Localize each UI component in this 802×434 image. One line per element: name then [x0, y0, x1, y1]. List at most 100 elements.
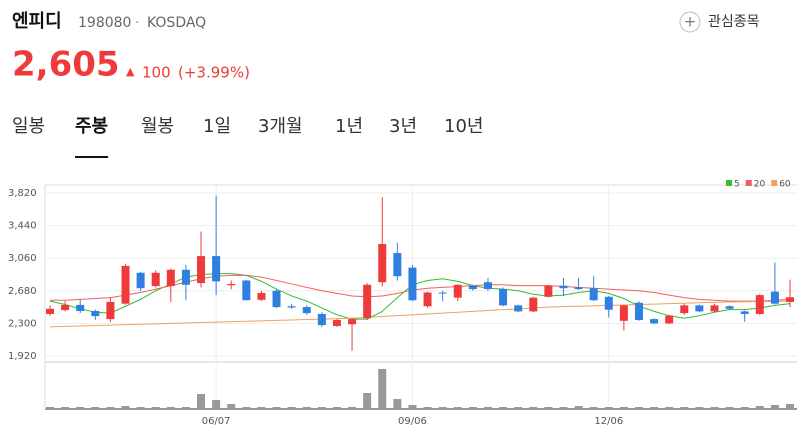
- x-tick-label: 06/07: [202, 416, 231, 427]
- volume-bar: [574, 406, 583, 409]
- volume-bar: [348, 407, 357, 409]
- candle-body: [61, 304, 70, 311]
- tabs: 일봉 주봉 월봉 1일 3개월 1년 3년 10년: [12, 116, 483, 158]
- ma-line: [50, 274, 791, 302]
- tab[interactable]: 주봉: [75, 116, 108, 137]
- volume-bar: [212, 400, 221, 409]
- volume-bar: [272, 407, 281, 409]
- candle-body: [695, 305, 704, 312]
- candle-body: [529, 297, 538, 312]
- candle-body: [514, 305, 523, 312]
- volume-bar: [468, 407, 477, 409]
- candle-body: [242, 280, 251, 301]
- plus: +: [684, 13, 697, 31]
- candle-body: [363, 284, 372, 319]
- candle-body: [91, 310, 100, 317]
- candle-body: [106, 301, 115, 320]
- volume-bar: [363, 393, 372, 409]
- tab[interactable]: 1일: [203, 116, 231, 137]
- tab[interactable]: 10년: [444, 116, 483, 137]
- y-tick-label: 2,680: [8, 286, 37, 297]
- candle-body: [393, 253, 402, 277]
- candle-body: [559, 285, 568, 289]
- volume-bar: [438, 407, 447, 409]
- separator: ·: [135, 15, 139, 31]
- candle-body: [348, 319, 357, 325]
- y-tick-label: 3,820: [8, 188, 37, 199]
- volume-bar: [76, 407, 85, 409]
- volume-bar: [665, 407, 674, 409]
- volume-bar: [650, 407, 659, 409]
- candle-body: [46, 308, 54, 314]
- volume-bar: [680, 407, 689, 409]
- volume-bar: [91, 407, 100, 409]
- y-tick-label: 2,300: [8, 318, 37, 329]
- change: 100: [142, 64, 171, 82]
- candle-body: [786, 297, 794, 302]
- volume-bar: [181, 407, 190, 409]
- candle-body: [423, 292, 432, 307]
- volume-bar: [544, 407, 553, 409]
- volume-bar: [755, 406, 764, 409]
- volume-bar: [619, 407, 628, 409]
- tab[interactable]: 3년: [389, 116, 417, 137]
- candle-body: [272, 290, 281, 308]
- legend-swatch: [726, 180, 732, 186]
- candle-body: [197, 256, 206, 284]
- candle-body: [740, 311, 749, 314]
- watch-label: 관심종목: [708, 14, 760, 30]
- volume-bar: [61, 407, 70, 409]
- candle-body: [181, 269, 190, 285]
- candle-body: [665, 315, 674, 324]
- tab[interactable]: 3개월: [258, 116, 303, 137]
- volume-bar: [423, 407, 432, 409]
- candle-body: [650, 319, 659, 324]
- candle-body: [121, 265, 130, 304]
- tab[interactable]: 1년: [335, 116, 363, 137]
- legend-swatch: [771, 180, 778, 186]
- up-arrow: ▲: [126, 65, 135, 78]
- y-tick-label: 3,440: [8, 221, 37, 232]
- watch-icon: [679, 11, 701, 33]
- tab-underline: [75, 156, 109, 158]
- tab[interactable]: 월봉: [141, 116, 174, 137]
- tab[interactable]: 일봉: [12, 116, 45, 137]
- volume-bar: [378, 369, 387, 409]
- candle-body: [166, 269, 175, 287]
- volume-bar: [151, 407, 160, 409]
- volume-bar: [393, 399, 402, 409]
- volume-bar: [121, 406, 130, 409]
- candle-body: [227, 283, 236, 286]
- watch-button[interactable]: + 관심종목: [679, 11, 760, 33]
- volume-bar: [257, 407, 266, 409]
- candle-body: [770, 291, 779, 304]
- candle-body: [136, 272, 145, 289]
- volume-bar: [317, 407, 326, 409]
- volume-bar: [483, 407, 492, 409]
- volume-bar: [106, 407, 115, 409]
- volume-bar: [710, 407, 719, 409]
- x-tick-label: 12/06: [594, 416, 623, 427]
- candle-body: [680, 305, 689, 314]
- volume-bar: [453, 407, 462, 409]
- candle-body: [634, 302, 643, 320]
- stock-code: 198080: [78, 15, 131, 31]
- candle-body: [212, 256, 221, 282]
- change-pct: (+3.99%): [178, 64, 250, 82]
- legend-swatch: [745, 180, 752, 186]
- candle-body: [499, 289, 508, 306]
- volume-bar: [786, 404, 794, 409]
- volume-bar: [514, 407, 523, 409]
- candle-body: [151, 272, 160, 287]
- candle-body: [408, 267, 417, 301]
- legend-label: 5: [734, 180, 740, 190]
- candle-body: [544, 285, 553, 297]
- volume-bar: [559, 407, 568, 409]
- candle-body: [302, 307, 311, 314]
- candle-body: [438, 292, 447, 294]
- candle-body: [468, 285, 477, 290]
- candle-body: [755, 295, 764, 314]
- candle-body: [317, 313, 326, 326]
